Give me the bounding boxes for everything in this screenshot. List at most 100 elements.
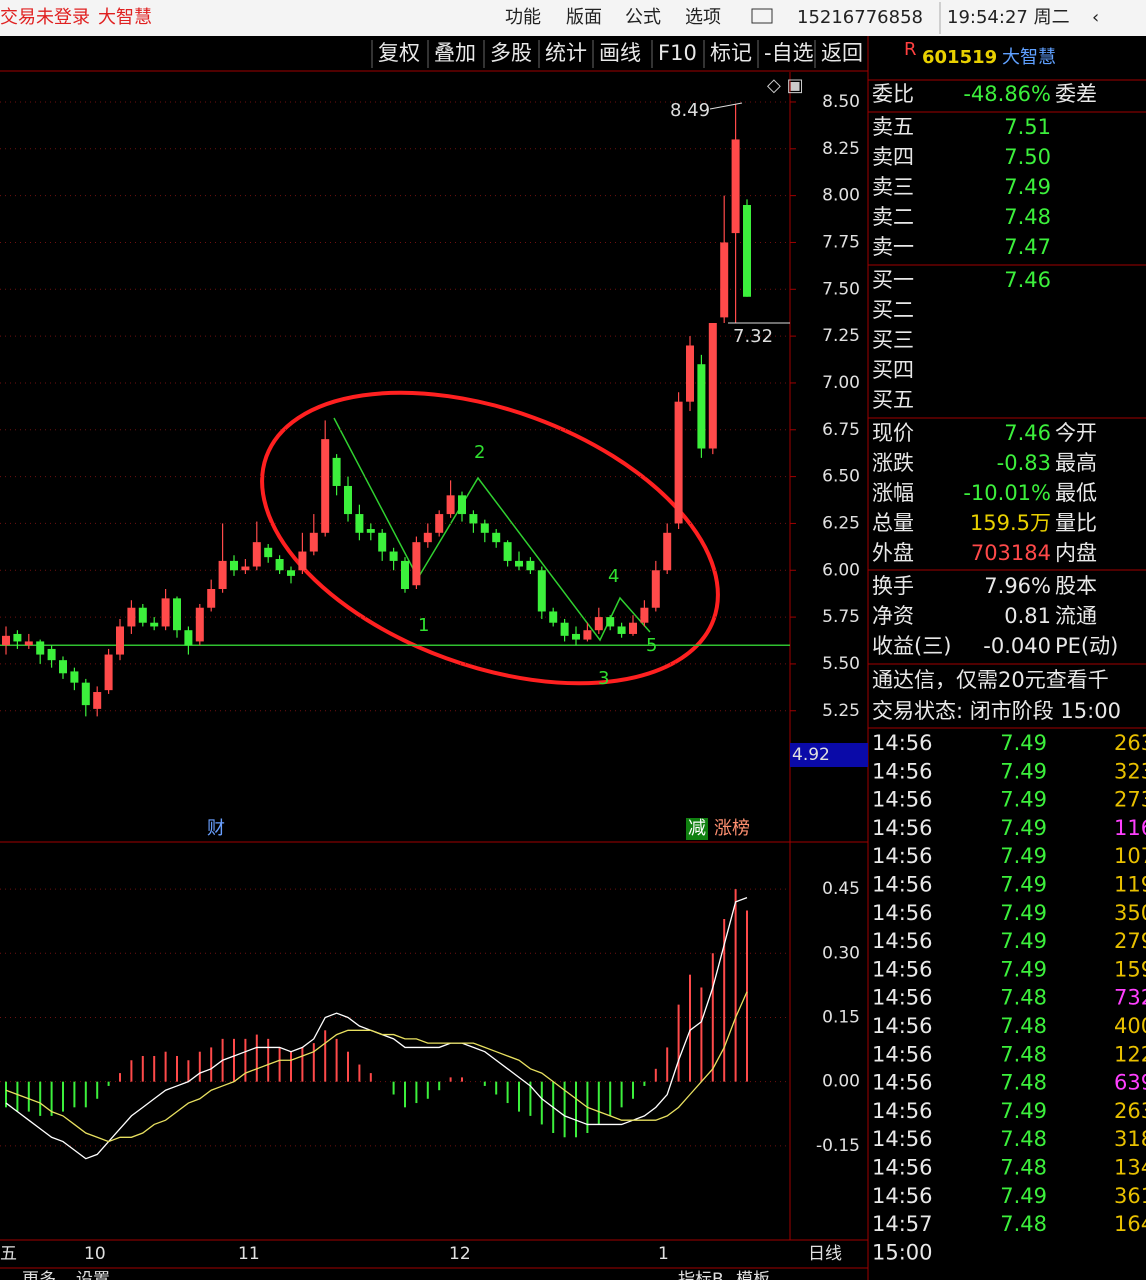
candle-body (36, 641, 45, 655)
toolbar-button[interactable]: F10 (658, 41, 697, 65)
quote-label: 量比 (1055, 511, 1097, 535)
candle-body (492, 532, 501, 543)
period[interactable]: 日线 (808, 1244, 842, 1264)
menu-item[interactable]: 版面 (566, 7, 602, 28)
quote-label: PE(动) (1055, 634, 1118, 658)
quote-label: 涨幅 (872, 481, 914, 505)
candle-body (708, 323, 717, 449)
trade-volume: 350 (1114, 901, 1146, 925)
trade-price: 7.49 (1000, 731, 1047, 755)
candle-body (663, 532, 672, 571)
toolbar-button[interactable]: 多股 (490, 41, 532, 65)
candle-body (104, 654, 113, 691)
trade-time: 14:56 (872, 844, 933, 868)
trade-volume: 279 (1114, 929, 1146, 953)
candle-body (127, 607, 136, 627)
footer-tab[interactable]: 指标B (678, 1270, 724, 1280)
trade-volume: 107 (1114, 844, 1146, 868)
icon[interactable]: ◇ ▣ (767, 75, 804, 96)
high-label: 8.49 (670, 100, 710, 121)
candle-body (606, 617, 615, 627)
trade-volume: 263 (1114, 1099, 1146, 1123)
stock-code: 601519 (922, 47, 997, 68)
candle-body (640, 607, 649, 623)
quote-label: 买四 (872, 358, 914, 382)
trade-time: 14:56 (872, 957, 933, 981)
footer-tab[interactable]: 设置 (76, 1270, 110, 1280)
marker: 财 (207, 818, 225, 839)
candle-body (184, 630, 193, 646)
candle-body (515, 560, 523, 567)
quote-label: 卖二 (872, 205, 914, 229)
y-tick-label: 5.50 (822, 654, 860, 674)
clock: 19:54:27 周二 (947, 7, 1070, 28)
trade-price: 7.49 (1000, 844, 1047, 868)
trade-price: 7.49 (1000, 957, 1047, 981)
trade-time: 14:56 (872, 1184, 933, 1208)
candle-body (2, 635, 10, 646)
y-tick-label: 8.25 (822, 139, 860, 159)
trade-volume: 263 (1114, 731, 1146, 755)
banner[interactable]: 通达信，仅需20元查看千 (872, 668, 1109, 692)
mail-icon[interactable] (751, 8, 773, 24)
nav-back[interactable]: ‹ (1092, 7, 1099, 28)
quote-label: 买二 (872, 298, 914, 322)
wave-label: 5 (646, 635, 657, 656)
wave-label: 4 (608, 566, 619, 587)
footer-tab[interactable]: 模板 (736, 1270, 770, 1280)
y-tick-label: 6.50 (822, 467, 860, 487)
y-tick-label: 6.25 (822, 513, 860, 533)
trade-volume: 119 (1114, 873, 1146, 897)
toolbar-button[interactable]: 返回 (821, 41, 863, 65)
quote-price: 7.47 (1004, 235, 1051, 259)
quote-label: 股本 (1055, 574, 1097, 598)
x-tick-label: 12 (449, 1244, 471, 1264)
quote-label: 净资 (872, 604, 914, 628)
trade-time: 14:56 (872, 901, 933, 925)
wave-label: 2 (474, 442, 485, 463)
candle-body (241, 566, 250, 571)
toolbar-button[interactable]: 统计 (545, 41, 587, 65)
quote-value: -0.83 (997, 451, 1051, 475)
trade-volume: 273 (1114, 788, 1146, 812)
candle-body (230, 560, 238, 571)
quote-price: 7.46 (1004, 268, 1051, 292)
toolbar-button[interactable]: -自选 (764, 41, 814, 65)
trade-price: 7.49 (1000, 788, 1047, 812)
trade-time: 14:56 (872, 788, 933, 812)
menu-item[interactable]: 选项 (685, 7, 721, 28)
y-tick-label: 7.75 (822, 232, 860, 252)
toolbar-button[interactable]: 复权 (378, 41, 420, 65)
menu-item[interactable]: 功能 (505, 7, 541, 28)
trade-time: 14:56 (872, 1156, 933, 1180)
wave-line (333, 417, 651, 642)
trade-price: 7.48 (1000, 1042, 1047, 1066)
toolbar-button[interactable]: 画线 (599, 41, 641, 65)
y-tick-label: 0.00 (822, 1072, 860, 1092)
candle-body (537, 570, 546, 612)
candle-body (423, 532, 432, 543)
phone: 15216776858 (797, 7, 923, 28)
candle-body (332, 457, 341, 486)
quote-value: -0.040 (983, 634, 1051, 658)
y-tick-label: 0.45 (822, 879, 860, 899)
candle-body (526, 560, 535, 571)
quote-label: 卖四 (872, 145, 914, 169)
toolbar-button[interactable]: 叠加 (434, 41, 476, 65)
quote-value: 7.46 (1004, 421, 1051, 445)
trade-time: 14:56 (872, 873, 933, 897)
trade-time: 14:56 (872, 1014, 933, 1038)
y-tick-label: 7.25 (822, 326, 860, 346)
trade-time: 14:56 (872, 1127, 933, 1151)
trade-price: 7.48 (1000, 1071, 1047, 1095)
toolbar-button[interactable]: 标记 (710, 41, 752, 65)
quote-value: -10.01% (963, 481, 1051, 505)
trade-time: 14:56 (872, 986, 933, 1010)
trade-price: 7.49 (1000, 901, 1047, 925)
quote-label: 今开 (1055, 421, 1097, 445)
quote-label: 流通 (1055, 604, 1097, 628)
candle-body (617, 626, 626, 634)
quote-label: 内盘 (1055, 541, 1097, 565)
footer-tab[interactable]: 更多 (22, 1270, 56, 1280)
menu-item[interactable]: 公式 (625, 7, 661, 28)
